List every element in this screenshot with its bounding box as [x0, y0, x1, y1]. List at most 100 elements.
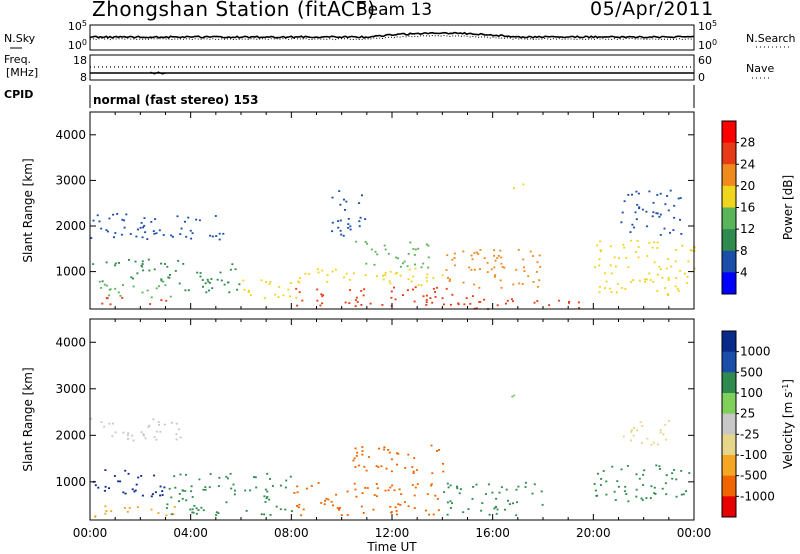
velocity-cell: [279, 484, 282, 487]
power-cell: [209, 234, 212, 237]
power-cell: [451, 293, 454, 296]
power-cell: [681, 244, 684, 247]
velocity-cell: [620, 468, 623, 471]
power-cell: [355, 296, 358, 299]
power-cell: [143, 217, 146, 219]
velocity-cell: [357, 464, 360, 467]
velocity-cell: [346, 514, 349, 516]
power-cell: [301, 299, 304, 302]
power-cell: [147, 258, 150, 261]
velocity-cell: [289, 475, 292, 478]
velocity-cell: [244, 489, 247, 492]
power-cell: [143, 224, 146, 227]
velocity-cell: [600, 478, 603, 480]
power-cell: [598, 258, 601, 261]
power-cell: [397, 257, 399, 260]
power-cell: [486, 261, 489, 264]
power-cell: [653, 241, 656, 244]
power-cell: [100, 227, 103, 230]
power-cell: [409, 241, 412, 244]
velocity-cell: [268, 498, 271, 501]
power-cell: [512, 300, 514, 303]
power-cell: [687, 260, 690, 263]
power-cell: [497, 255, 500, 257]
power-cell: [176, 215, 179, 218]
velocity-cell: [290, 510, 293, 512]
power-cell: [347, 223, 350, 225]
power-cell: [479, 268, 481, 270]
velocity-cell: [191, 508, 194, 511]
nsky-tick-bottom: 100: [68, 38, 87, 52]
power-cell: [182, 263, 185, 265]
velocity-cell: [198, 478, 201, 481]
power-cell: [399, 265, 402, 268]
velocity-cell: [339, 507, 341, 509]
power-cell: [170, 234, 173, 237]
power-cell: [236, 288, 239, 291]
power-cell: [667, 279, 670, 281]
velocity-cell: [391, 484, 394, 487]
velocity-cell: [355, 495, 358, 498]
power-cell: [339, 219, 342, 222]
velocity-cell: [376, 487, 379, 490]
velocity-colorbar-segment: [722, 496, 736, 518]
velocity-cell: [428, 513, 431, 516]
velocity-cell: [166, 503, 169, 506]
power-cell: [463, 303, 466, 306]
velocity-cell: [127, 472, 130, 475]
time-tick-label: 00:00: [677, 526, 712, 540]
velocity-cell: [204, 486, 207, 488]
velocity-cell: [338, 508, 341, 511]
power-cell: [478, 286, 481, 289]
power-cell: [382, 274, 384, 277]
power-cell: [425, 243, 428, 246]
velocity-cell: [434, 494, 437, 497]
velocity-cell: [398, 488, 401, 491]
power-cell: [123, 219, 126, 222]
power-cell: [532, 255, 534, 257]
power-cell: [184, 220, 186, 223]
velocity-cell: [367, 456, 370, 458]
power-cell: [153, 232, 156, 235]
power-cell: [673, 216, 676, 219]
power-cell: [620, 287, 623, 289]
power-cell: [321, 295, 324, 298]
power-cell: [100, 287, 103, 289]
velocity-cell: [459, 488, 462, 490]
velocity-cell: [443, 491, 446, 493]
velocity-cell: [525, 481, 527, 484]
nave-tick-bottom: 0: [698, 71, 705, 84]
velocity-cell: [141, 494, 144, 497]
velocity-colorbar-segment: [722, 331, 736, 353]
freq-tick-bottom: 8: [80, 71, 87, 84]
power-cell: [638, 206, 641, 209]
power-cell: [358, 225, 361, 228]
velocity-cell: [204, 488, 207, 491]
power-cell: [316, 288, 319, 291]
power-cell: [522, 258, 525, 261]
velocity-cell: [124, 469, 127, 472]
velocity-colorbar-tick-label: 500: [740, 365, 763, 379]
power-cell: [652, 281, 655, 283]
power-cell: [473, 283, 476, 286]
velocity-colorbar-tick-label: -500: [740, 469, 767, 483]
velocity-cell: [264, 488, 267, 491]
power-cell: [605, 280, 608, 283]
velocity-cell: [377, 466, 380, 468]
power-cell: [105, 284, 108, 287]
power-cell: [651, 246, 654, 249]
power-cell: [105, 261, 108, 264]
power-heatmap: [90, 183, 696, 310]
velocity-cell: [144, 437, 147, 440]
velocity-cell: [475, 483, 478, 486]
velocity-cell: [249, 489, 252, 492]
power-cell: [536, 300, 539, 302]
power-cell: [92, 219, 95, 222]
power-colorbar-tick-label: 28: [740, 136, 755, 150]
power-cell: [135, 235, 138, 238]
power-cell: [164, 284, 167, 287]
velocity-cell: [181, 497, 184, 500]
power-cell: [656, 194, 659, 196]
velocity-cell: [665, 474, 668, 476]
velocity-cell: [416, 483, 419, 485]
